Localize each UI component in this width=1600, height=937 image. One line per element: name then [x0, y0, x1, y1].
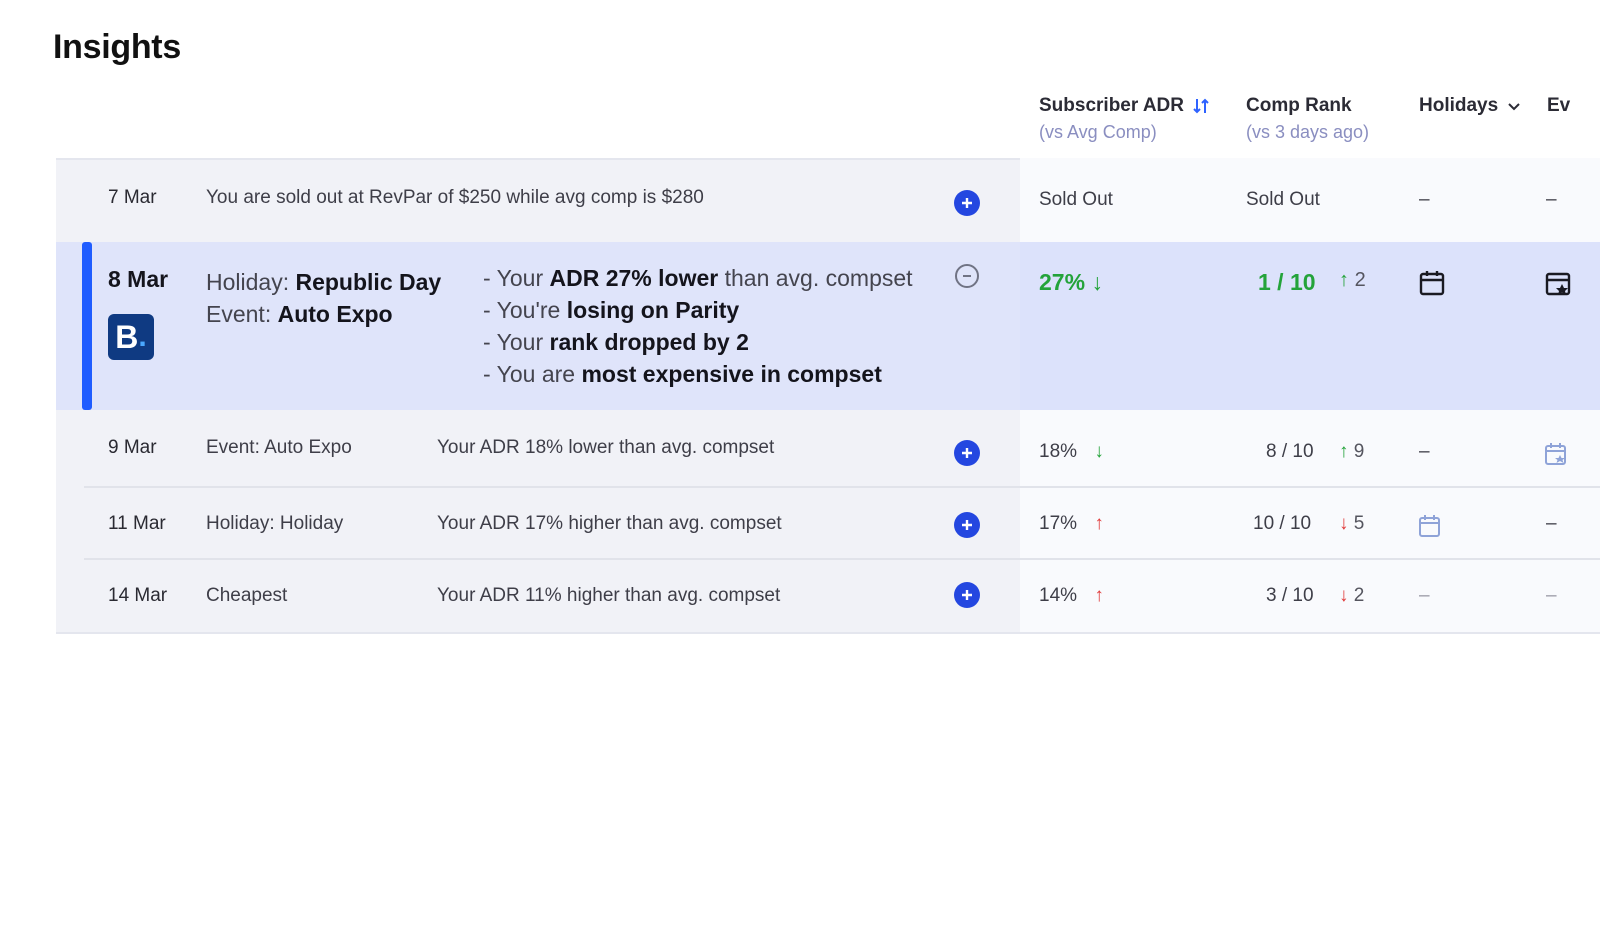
plus-icon: [962, 590, 972, 600]
header-holidays-label: Holidays: [1419, 95, 1499, 116]
plus-icon: [962, 448, 972, 458]
row-tag: Holiday: Holiday: [206, 513, 344, 534]
row-insight-text: Your ADR 18% lower than avg. compset: [437, 437, 775, 458]
row-holiday: –: [1419, 441, 1430, 462]
header-comp-rank[interactable]: Comp Rank (vs 3 days ago): [1246, 92, 1369, 146]
arrow-down-icon: ↓: [1339, 513, 1349, 534]
arrow-down-icon: ↓: [1094, 441, 1104, 462]
row-rank-change: ↓ 2: [1339, 585, 1364, 607]
row-tags: Holiday: Republic Day Event: Auto Expo: [206, 266, 441, 330]
event-prefix: Event:: [206, 301, 278, 327]
collapse-button[interactable]: [955, 264, 979, 288]
arrow-up-icon: ↑: [1339, 269, 1349, 291]
arrow-down-icon: ↓: [1091, 269, 1103, 295]
row-tag: Event: Auto Expo: [206, 437, 352, 458]
calendar-star-icon[interactable]: [1544, 269, 1572, 302]
expand-button[interactable]: [954, 582, 980, 608]
row-date: 14 Mar: [108, 585, 168, 606]
rank-delta: 2: [1353, 585, 1365, 606]
header-comp-rank-label: Comp Rank: [1246, 95, 1352, 116]
minus-icon: [963, 275, 971, 277]
header-subscriber-adr-sub: (vs Avg Comp): [1039, 122, 1157, 142]
row-rank-change: ↑ 9: [1339, 441, 1364, 463]
row-tag: Cheapest: [206, 585, 288, 606]
row-date: 8 Mar: [108, 266, 169, 292]
event-name: Auto Expo: [277, 301, 393, 327]
calendar-icon[interactable]: [1418, 269, 1446, 302]
row-rank: 1 / 10: [1258, 269, 1316, 296]
calendar-icon[interactable]: [1418, 514, 1442, 543]
selected-row-indicator: [82, 242, 92, 410]
row-rank-change: ↓ 5: [1339, 513, 1364, 535]
row-insight-text: Your ADR 11% higher than avg. compset: [437, 585, 781, 606]
row-rank-change: ↑ 2: [1339, 269, 1366, 292]
row-insight-text: You are sold out at RevPar of $250 while…: [206, 187, 704, 208]
row-holiday: –: [1419, 585, 1430, 606]
plus-icon: [962, 520, 972, 530]
booking-logo: B.: [108, 314, 154, 360]
header-comp-rank-sub: (vs 3 days ago): [1246, 122, 1370, 142]
row-adr: 18% ↓: [1039, 441, 1104, 463]
row-rank: 8 / 10: [1266, 441, 1314, 462]
row-adr-value: 18%: [1039, 441, 1078, 462]
plus-icon: [962, 198, 972, 208]
header-subscriber-adr[interactable]: Subscriber ADR (vs Avg Comp): [1039, 92, 1210, 146]
row-adr-value: 27%: [1039, 269, 1086, 295]
row-rank: 10 / 10: [1253, 513, 1312, 534]
rank-delta: 2: [1354, 269, 1366, 291]
row-adr: Sold Out: [1039, 189, 1113, 210]
expand-button[interactable]: [954, 440, 980, 466]
header-events[interactable]: Ev: [1547, 92, 1570, 119]
table-row-expanded[interactable]: 8 Mar B. Holiday: Republic Day Event: Au…: [56, 242, 1600, 410]
holiday-name: Republic Day: [295, 269, 442, 295]
insight-bullet: - Your rank dropped by 2: [483, 329, 749, 355]
row-date: 7 Mar: [108, 187, 157, 208]
expanded-metrics-bg: [1020, 242, 1600, 410]
table-row[interactable]: 14 Mar Cheapest Your ADR 11% higher than…: [56, 560, 1600, 632]
row-adr: 14% ↑: [1039, 585, 1104, 607]
row-date: 9 Mar: [108, 437, 157, 458]
row-date: 11 Mar: [108, 513, 166, 534]
row-adr-value: 14%: [1039, 585, 1078, 606]
row-divider: [84, 558, 1600, 560]
rank-delta: 9: [1353, 441, 1365, 462]
row-divider: [84, 486, 1600, 488]
table-row[interactable]: 7 Mar You are sold out at RevPar of $250…: [56, 160, 1600, 240]
header-events-label: Ev: [1547, 95, 1571, 116]
arrow-down-icon: ↓: [1339, 585, 1349, 606]
insight-bullet: - Your ADR 27% lower than avg. compset: [483, 265, 913, 291]
row-event: –: [1546, 585, 1557, 606]
holiday-prefix: Holiday:: [206, 269, 296, 295]
header-holidays[interactable]: Holidays: [1419, 92, 1522, 119]
row-holiday: –: [1419, 189, 1430, 210]
row-event: –: [1546, 189, 1557, 210]
row-adr-value: 17%: [1039, 513, 1078, 534]
booking-logo-letter: B: [115, 318, 139, 355]
insight-bullet: - You're losing on Parity: [483, 297, 740, 323]
sort-icon[interactable]: [1192, 97, 1210, 115]
arrow-up-icon: ↑: [1339, 441, 1349, 462]
page-title: Insights: [53, 28, 181, 66]
row-rank-value: 1 / 10: [1258, 269, 1316, 295]
row-adr: 17% ↑: [1039, 513, 1104, 535]
row-rank: 3 / 10: [1266, 585, 1314, 606]
expand-button[interactable]: [954, 512, 980, 538]
header-subscriber-adr-label: Subscriber ADR: [1039, 95, 1184, 116]
table-row[interactable]: 9 Mar Event: Auto Expo Your ADR 18% lowe…: [56, 412, 1600, 488]
calendar-star-icon[interactable]: [1544, 442, 1568, 471]
chevron-down-icon[interactable]: [1506, 98, 1522, 114]
arrow-up-icon: ↑: [1094, 585, 1104, 606]
insight-bullet: - You are most expensive in compset: [483, 361, 882, 387]
table-row[interactable]: 11 Mar Holiday: Holiday Your ADR 17% hig…: [56, 488, 1600, 560]
arrow-up-icon: ↑: [1094, 513, 1104, 534]
row-insight-text: Your ADR 17% higher than avg. compset: [437, 513, 782, 534]
row-event: –: [1546, 513, 1557, 534]
row-adr: 27% ↓: [1039, 269, 1103, 296]
booking-logo-dot: .: [138, 320, 147, 353]
row-rank: Sold Out: [1246, 189, 1320, 210]
insight-bullets: - Your ADR 27% lower than avg. compset -…: [483, 262, 913, 390]
expand-button[interactable]: [954, 190, 980, 216]
rank-delta: 5: [1353, 513, 1365, 534]
